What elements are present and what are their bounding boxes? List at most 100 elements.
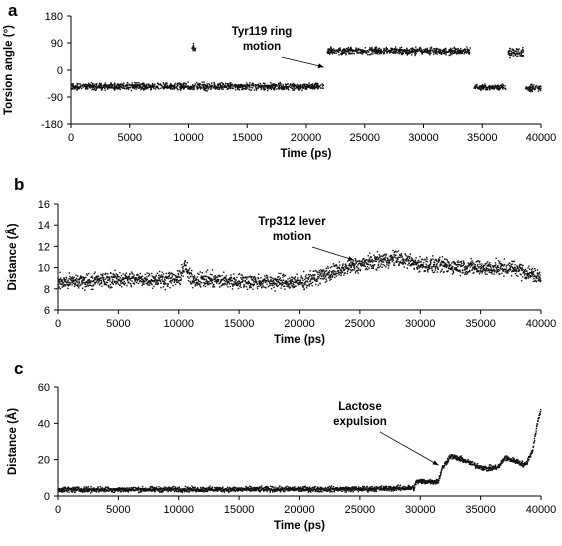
data-point xyxy=(133,85,135,87)
data-point xyxy=(419,255,421,258)
data-point xyxy=(170,83,172,85)
data-point xyxy=(480,89,482,92)
data-point xyxy=(308,285,310,287)
data-point xyxy=(201,84,204,86)
data-point xyxy=(356,266,358,269)
data-point xyxy=(423,50,425,53)
data-point xyxy=(187,280,190,282)
data-point xyxy=(299,87,302,90)
data-point xyxy=(85,490,88,493)
data-point xyxy=(83,278,86,280)
data-point xyxy=(454,52,456,54)
data-point xyxy=(443,262,445,264)
data-point xyxy=(145,83,148,85)
data-point xyxy=(414,259,417,262)
data-point xyxy=(327,267,329,269)
data-point xyxy=(462,264,464,267)
data-point xyxy=(122,489,124,491)
data-point xyxy=(359,268,361,271)
data-point xyxy=(300,86,303,88)
data-point xyxy=(450,267,452,270)
data-point xyxy=(405,50,407,53)
data-point xyxy=(435,258,437,261)
data-point xyxy=(288,280,291,282)
data-point xyxy=(405,49,407,52)
data-point xyxy=(87,285,89,287)
data-point xyxy=(204,275,207,278)
data-point xyxy=(182,265,185,268)
data-point xyxy=(83,277,86,279)
data-point xyxy=(339,47,341,49)
data-point xyxy=(528,274,530,276)
data-point xyxy=(362,50,364,53)
data-point xyxy=(107,86,110,88)
data-point xyxy=(338,54,340,56)
data-point xyxy=(83,84,85,86)
data-point xyxy=(424,49,426,52)
data-point xyxy=(497,260,500,262)
data-point xyxy=(386,264,388,266)
data-point xyxy=(122,490,125,493)
data-point xyxy=(87,88,89,90)
data-point xyxy=(390,254,393,257)
data-point xyxy=(163,86,165,89)
data-point xyxy=(492,85,494,87)
data-point xyxy=(207,283,209,286)
data-point xyxy=(273,87,276,90)
data-point xyxy=(460,260,463,263)
data-point xyxy=(344,268,346,270)
data-point xyxy=(90,276,93,278)
data-point xyxy=(160,282,163,284)
data-point xyxy=(476,85,478,88)
data-point xyxy=(294,285,296,288)
data-point xyxy=(278,275,280,278)
data-point xyxy=(72,84,74,87)
data-point xyxy=(63,490,66,493)
data-point xyxy=(99,485,102,488)
data-point xyxy=(436,260,438,263)
data-point xyxy=(146,278,149,281)
data-point xyxy=(279,81,281,84)
data-point xyxy=(382,259,384,261)
data-point xyxy=(92,487,95,489)
data-point xyxy=(161,271,163,273)
data-point xyxy=(239,284,242,286)
data-point xyxy=(72,86,74,88)
annotation-text: motion xyxy=(243,41,281,53)
data-point xyxy=(432,48,435,50)
data-point xyxy=(85,285,88,288)
data-point xyxy=(312,270,315,272)
data-point xyxy=(381,266,383,268)
data-point xyxy=(212,285,214,288)
data-point xyxy=(335,275,338,277)
data-point xyxy=(166,277,169,279)
data-point xyxy=(370,49,372,51)
data-point xyxy=(148,86,150,88)
data-point xyxy=(476,269,478,272)
data-point xyxy=(452,52,455,55)
data-point xyxy=(425,263,427,265)
data-point xyxy=(385,266,387,268)
data-point xyxy=(234,89,237,91)
data-point xyxy=(224,85,226,88)
data-point xyxy=(211,84,213,87)
data-point xyxy=(107,487,109,489)
data-point xyxy=(193,281,195,283)
annotation-arrow xyxy=(311,246,354,261)
data-point xyxy=(151,490,153,492)
data-point xyxy=(158,270,161,273)
data-point xyxy=(67,486,70,488)
data-point xyxy=(493,268,495,271)
data-point xyxy=(525,87,528,89)
data-point xyxy=(189,85,191,88)
data-point xyxy=(86,487,88,489)
data-point xyxy=(172,86,175,88)
data-point xyxy=(338,272,340,274)
data-point xyxy=(114,488,116,490)
data-point xyxy=(213,83,216,85)
data-point xyxy=(127,282,129,284)
data-point xyxy=(352,263,354,266)
data-point xyxy=(261,286,263,288)
data-point xyxy=(511,267,514,269)
data-point xyxy=(106,276,108,279)
